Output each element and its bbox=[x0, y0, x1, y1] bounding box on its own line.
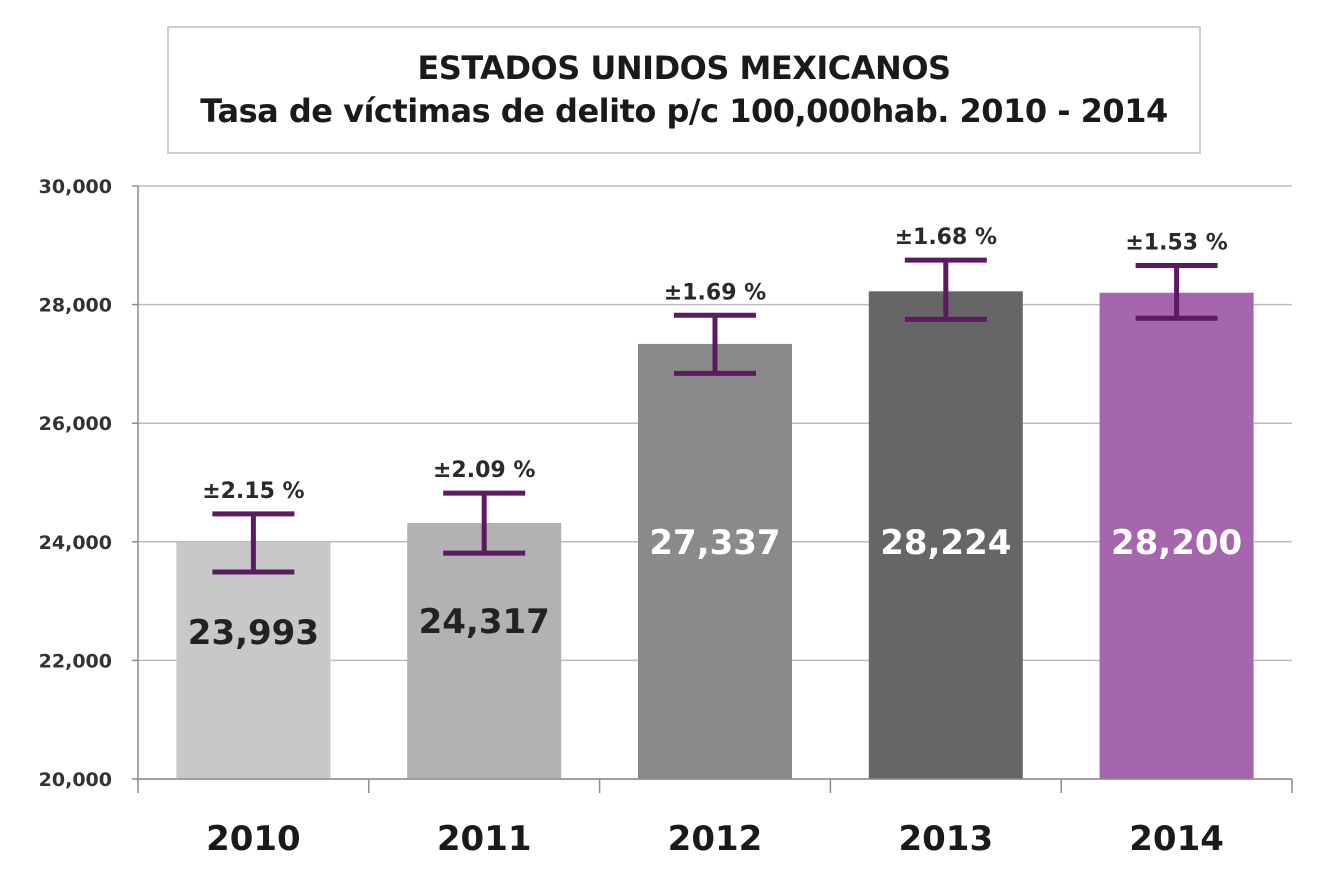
error-label: ±2.15 % bbox=[202, 479, 304, 504]
bar bbox=[176, 542, 331, 779]
y-tick-label: 22,000 bbox=[39, 650, 112, 672]
bar bbox=[407, 523, 562, 779]
x-category-label: 2010 bbox=[206, 819, 301, 859]
x-category-label: 2014 bbox=[1129, 819, 1224, 859]
chart-title: ESTADOS UNIDOS MEXICANOS bbox=[417, 49, 951, 87]
bar-value-label: 28,200 bbox=[1111, 523, 1242, 563]
y-tick-label: 20,000 bbox=[39, 769, 112, 791]
y-tick-label: 24,000 bbox=[39, 532, 112, 554]
bar-value-label: 27,337 bbox=[649, 523, 780, 563]
error-label: ±1.69 % bbox=[664, 280, 766, 305]
x-category-label: 2013 bbox=[898, 819, 993, 859]
x-category-label: 2012 bbox=[668, 819, 763, 859]
bar-value-label: 28,224 bbox=[880, 523, 1011, 563]
y-tick-label: 28,000 bbox=[39, 295, 112, 317]
chart-title-box: ESTADOS UNIDOS MEXICANOS Tasa de víctima… bbox=[167, 26, 1201, 154]
chart-subtitle: Tasa de víctimas de delito p/c 100,000ha… bbox=[200, 92, 1168, 130]
error-label: ±2.09 % bbox=[433, 458, 535, 483]
y-tick-label: 26,000 bbox=[39, 413, 112, 435]
bar bbox=[868, 291, 1023, 779]
x-category-label: 2011 bbox=[437, 819, 532, 859]
error-label: ±1.68 % bbox=[895, 225, 997, 250]
bar bbox=[1099, 292, 1254, 779]
y-tick-label: 30,000 bbox=[39, 176, 112, 198]
bar-value-label: 24,317 bbox=[419, 602, 550, 642]
bar bbox=[638, 343, 792, 779]
bar-value-label: 23,993 bbox=[188, 613, 319, 653]
error-label: ±1.53 % bbox=[1125, 230, 1227, 255]
